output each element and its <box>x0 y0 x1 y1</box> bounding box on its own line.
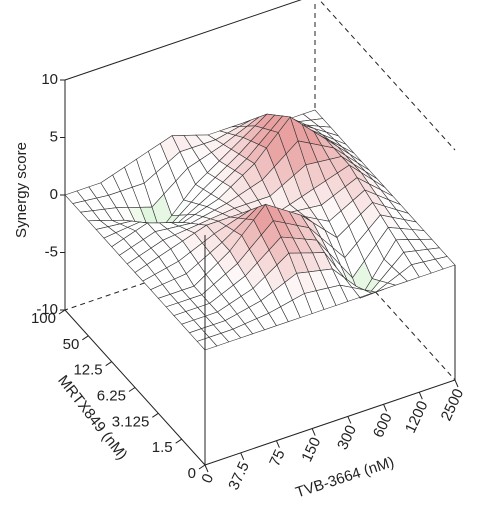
y-tick-label: 100 <box>31 310 56 327</box>
x-tick-label: 37.5 <box>225 459 253 493</box>
x-tick <box>204 464 209 473</box>
y-tick-label: 1.5 <box>152 439 173 456</box>
y-tick <box>82 335 89 341</box>
surface-cell <box>196 336 218 351</box>
x-tick-label: 75 <box>266 447 288 469</box>
x-tick-label: 300 <box>334 423 360 453</box>
z-axis-title: Synergy score <box>13 142 30 238</box>
y-tick <box>175 438 182 444</box>
z-tick-label: -10 <box>36 301 58 318</box>
y-tick-label: 3.125 <box>112 413 150 430</box>
y-tick <box>58 309 66 315</box>
z-tick-label: -5 <box>45 243 58 260</box>
y-tick-label: 6.25 <box>97 387 126 404</box>
x-tick-label: 1200 <box>402 398 432 435</box>
box-edge <box>64 0 302 81</box>
box-edge-hidden <box>314 224 456 381</box>
x-tick-label: 0 <box>198 471 217 486</box>
y-tick-label: 12.5 <box>73 362 102 379</box>
x-tick <box>240 452 245 461</box>
y-tick <box>152 412 159 418</box>
z-tick-label: 5 <box>50 128 58 145</box>
y-tick-label: 50 <box>63 336 80 353</box>
x-tick-label: 600 <box>370 410 396 440</box>
z-tick-label: 10 <box>41 71 58 88</box>
x-tick <box>275 440 280 448</box>
x-tick <box>311 428 316 436</box>
box-edge <box>204 379 456 466</box>
z-tick-label: 0 <box>50 186 58 203</box>
box-edge-hidden <box>318 0 456 151</box>
y-tick <box>128 387 136 392</box>
y-tick-label: 0 <box>188 465 196 482</box>
x-tick-label: 2500 <box>438 386 468 423</box>
box-edge-hidden <box>64 224 316 311</box>
y-tick <box>198 464 206 470</box>
y-tick <box>105 361 112 367</box>
x-tick-label: 150 <box>298 435 324 465</box>
x-tick <box>454 379 459 388</box>
x-tick <box>383 404 388 412</box>
x-tick <box>347 416 352 424</box>
x-tick <box>418 391 423 400</box>
